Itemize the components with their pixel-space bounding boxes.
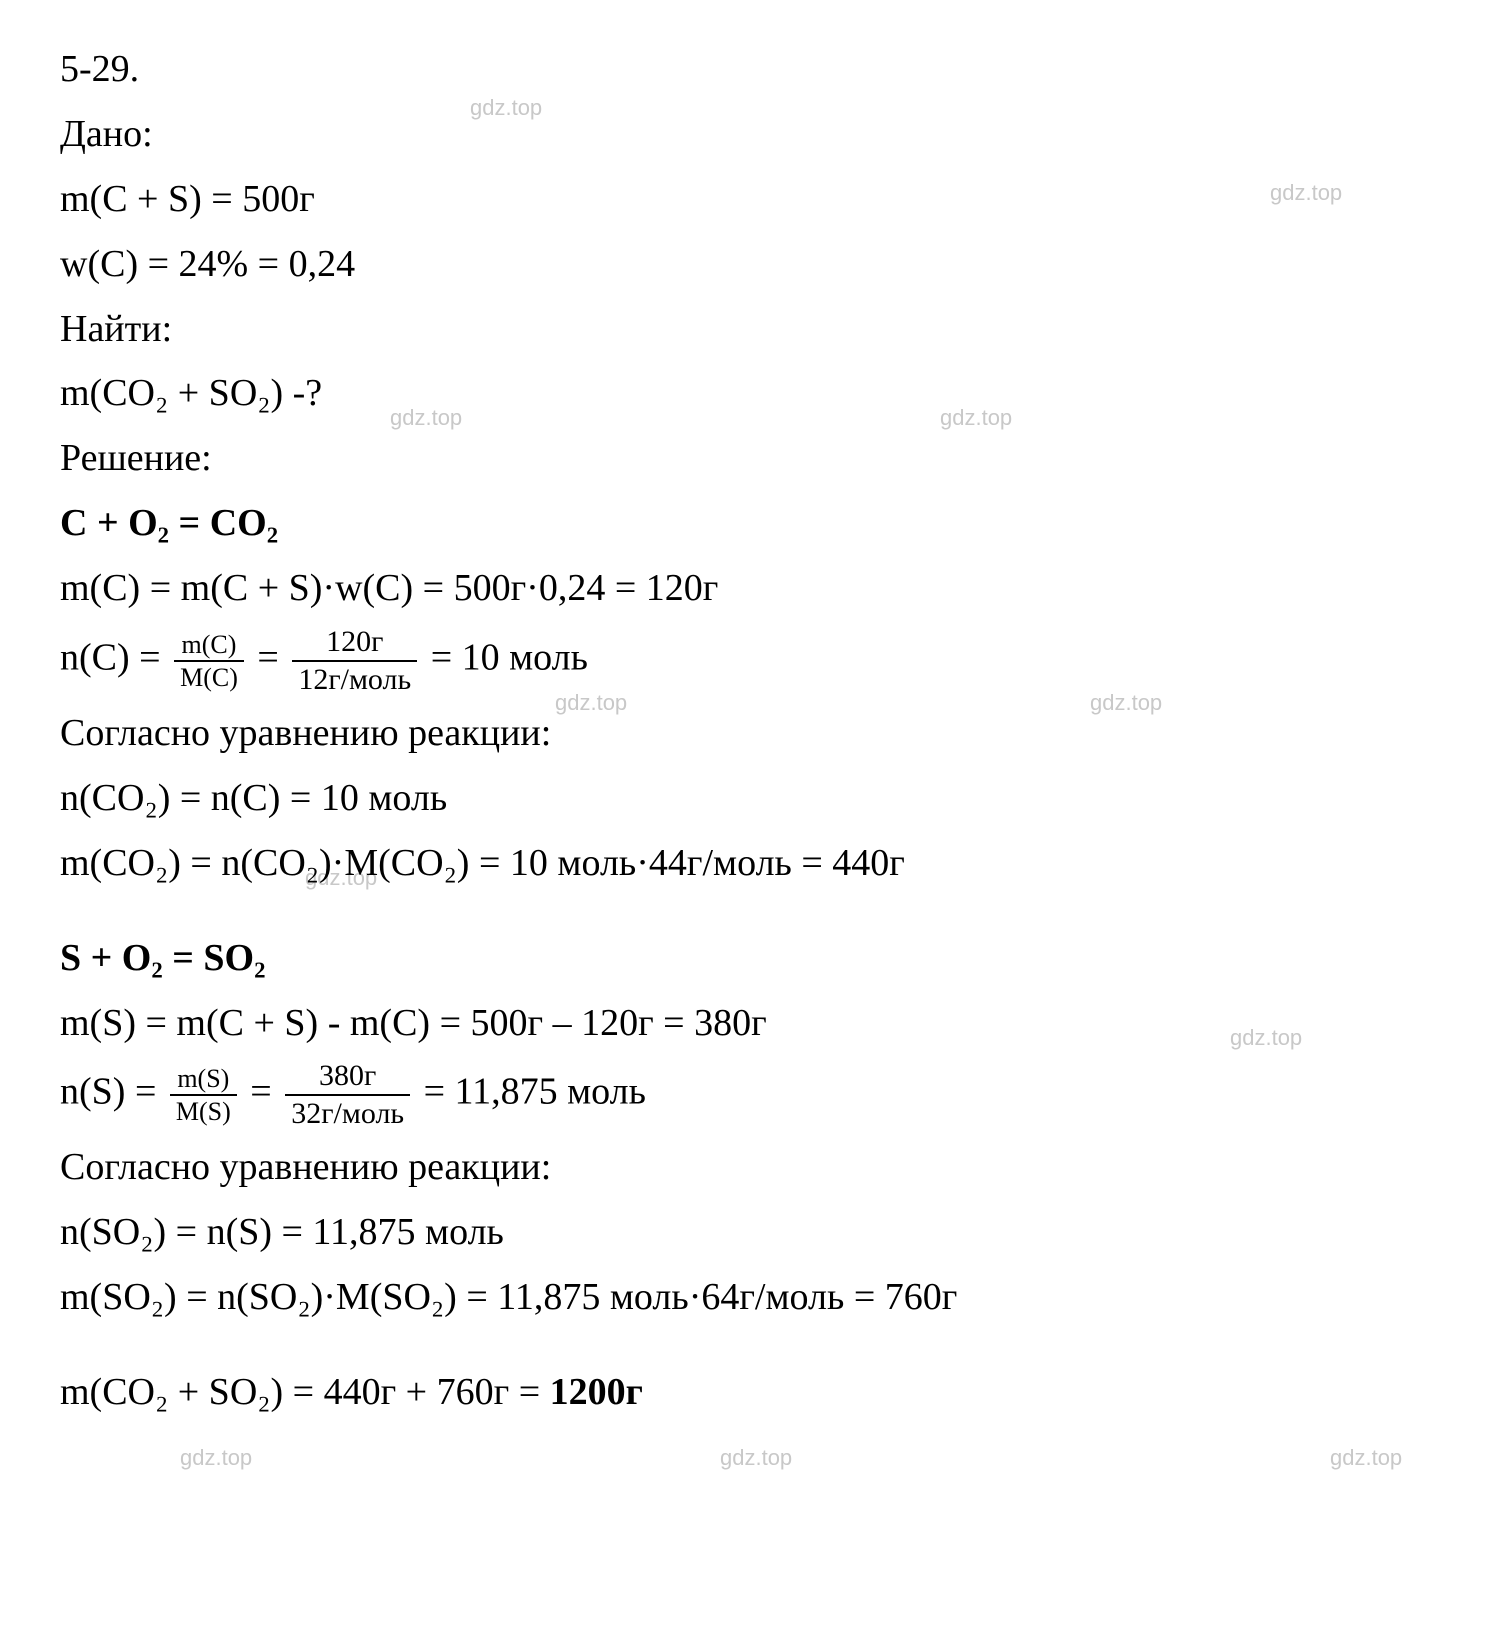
- reaction2-mol-s: n(S) = m(S)M(S) = 380г32г/моль = 11,875 …: [60, 1058, 1448, 1132]
- fraction-ms-Ms: m(S)M(S): [170, 1063, 237, 1127]
- given-label: Дано:: [60, 105, 1448, 164]
- reaction2-according: Согласно уравнению реакции:: [60, 1138, 1448, 1197]
- reaction2-equation: S + O₂ = SO₂: [60, 929, 1448, 988]
- fraction-120-12: 120г12г/моль: [292, 624, 417, 698]
- solution-label: Решение:: [60, 429, 1448, 488]
- find-target: m(CO₂ + SO₂) -?: [60, 364, 1448, 423]
- reaction1-mol-c: n(C) = m(C)M(C) = 120г12г/моль = 10 моль: [60, 624, 1448, 698]
- reaction1-mass-co2: m(CO₂) = n(CO₂)·M(CO₂) = 10 моль·44г/мол…: [60, 834, 1448, 893]
- reaction1-mol-co2: n(CO₂) = n(C) = 10 моль: [60, 769, 1448, 828]
- final-result: 1200г: [550, 1371, 643, 1413]
- final-answer: m(CO₂ + SO₂) = 440г + 760г = 1200г: [60, 1363, 1448, 1422]
- reaction1-mass-c: m(C) = m(C + S)·w(C) = 500г·0,24 = 120г: [60, 559, 1448, 618]
- given-mass-mixture: m(C + S) = 500г: [60, 170, 1448, 229]
- mol-c-prefix: n(C) =: [60, 637, 170, 679]
- eq-sign: =: [248, 637, 288, 679]
- reaction2-mass-so2: m(SO₂) = n(SO₂)·M(SO₂) = 11,875 моль·64г…: [60, 1268, 1448, 1327]
- mol-s-result: = 11,875 моль: [414, 1071, 646, 1113]
- mol-s-prefix: n(S) =: [60, 1071, 166, 1113]
- given-mass-fraction: w(C) = 24% = 0,24: [60, 235, 1448, 294]
- frac-num: m(S): [170, 1063, 237, 1096]
- mol-c-result: = 10 моль: [421, 637, 588, 679]
- find-label: Найти:: [60, 300, 1448, 359]
- frac-den: M(C): [174, 662, 244, 693]
- problem-number: 5-29.: [60, 40, 1448, 99]
- reaction1-according: Согласно уравнению реакции:: [60, 704, 1448, 763]
- watermark: gdz.top: [180, 1445, 252, 1471]
- frac-num: 120г: [292, 624, 417, 662]
- fraction-mc-Mc: m(C)M(C): [174, 629, 244, 693]
- watermark: gdz.top: [720, 1445, 792, 1471]
- reaction2-mol-so2: n(SO₂) = n(S) = 11,875 моль: [60, 1203, 1448, 1262]
- watermark: gdz.top: [1330, 1445, 1402, 1471]
- final-prefix: m(CO₂ + SO₂) = 440г + 760г =: [60, 1371, 550, 1413]
- reaction2-mass-s: m(S) = m(C + S) - m(C) = 500г – 120г = 3…: [60, 994, 1448, 1053]
- frac-den: M(S): [170, 1096, 237, 1127]
- frac-den: 32г/моль: [285, 1096, 410, 1132]
- frac-num: m(C): [174, 629, 244, 662]
- frac-num: 380г: [285, 1058, 410, 1096]
- reaction1-equation: C + O₂ = CO₂: [60, 494, 1448, 553]
- eq-sign: =: [241, 1071, 281, 1113]
- frac-den: 12г/моль: [292, 662, 417, 698]
- fraction-380-32: 380г32г/моль: [285, 1058, 410, 1132]
